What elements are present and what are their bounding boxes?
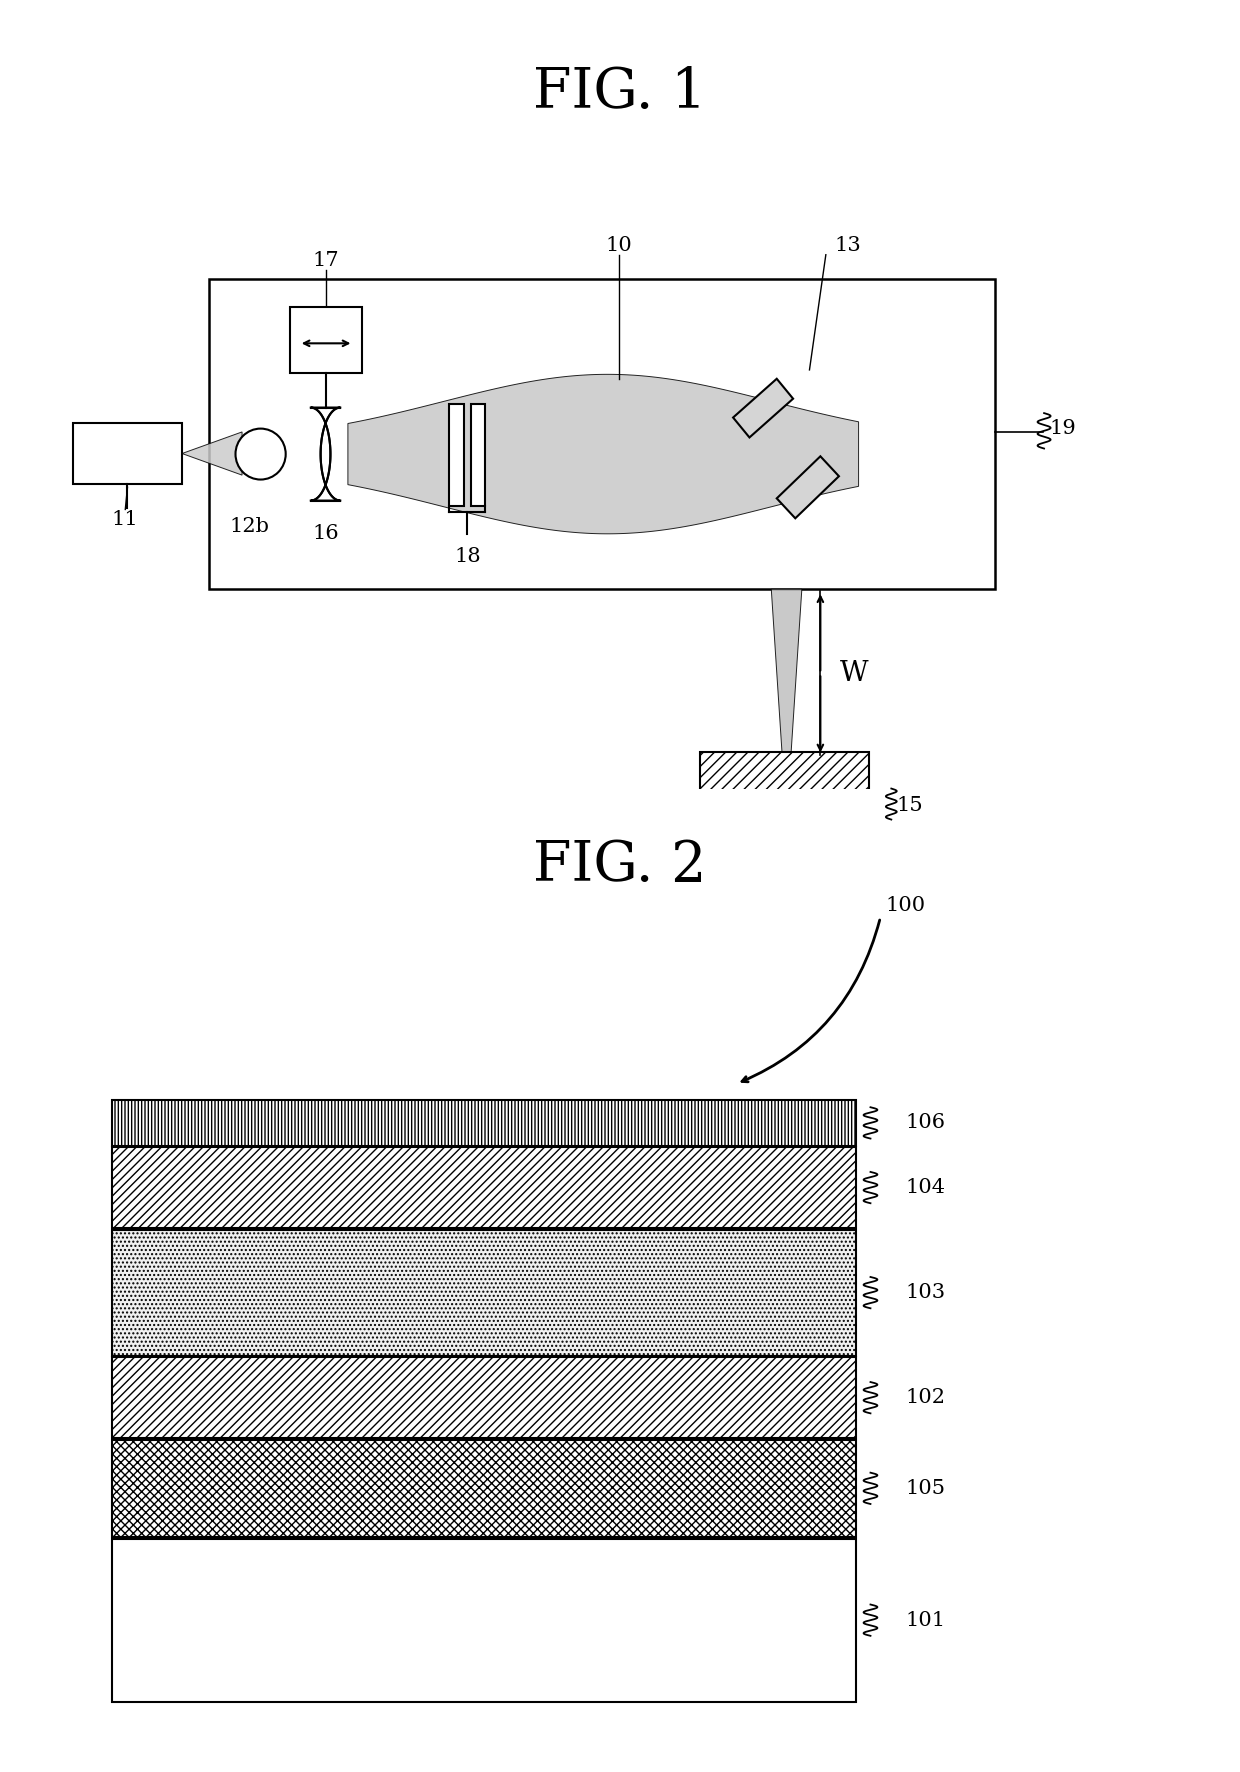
Bar [701,751,869,794]
Text: FIG. 1: FIG. 1 [533,66,707,120]
Polygon shape [182,432,242,475]
Text: 17: 17 [312,252,340,269]
Bar [112,1357,856,1439]
Text: 102: 102 [905,1387,945,1407]
Text: FIG. 2: FIG. 2 [533,838,707,893]
Text: 10: 10 [605,236,632,255]
Bar [471,404,485,507]
Text: 100: 100 [885,895,925,914]
Text: 101: 101 [905,1611,945,1630]
Circle shape [236,429,285,480]
Bar [112,1100,856,1145]
Text: 19: 19 [1049,420,1076,438]
Text: 106: 106 [905,1113,945,1132]
Text: 11: 11 [112,510,139,530]
Bar [112,1146,856,1228]
Polygon shape [348,374,858,533]
Bar [112,1538,856,1701]
Text: 12b: 12b [229,517,269,535]
Bar [290,307,362,374]
Bar [112,1230,856,1356]
Bar [73,424,182,484]
Text: 13: 13 [835,236,861,255]
Text: 104: 104 [905,1178,945,1198]
Polygon shape [733,379,794,438]
Bar [449,404,464,507]
Text: 105: 105 [905,1480,945,1497]
Polygon shape [776,457,839,517]
Text: 103: 103 [905,1283,945,1302]
Text: 16: 16 [312,525,340,544]
Text: W: W [839,659,869,688]
Text: 18: 18 [454,546,481,565]
Polygon shape [311,408,340,500]
Bar [112,1439,856,1536]
Text: 15: 15 [897,796,924,815]
Bar [210,280,994,590]
Polygon shape [771,590,802,755]
